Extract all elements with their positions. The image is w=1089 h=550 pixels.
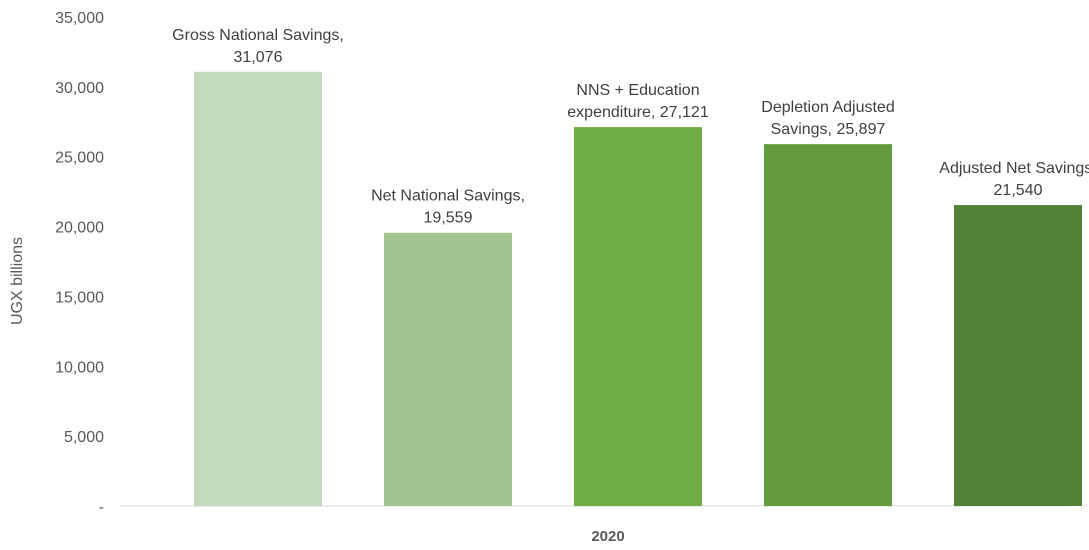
bar-net-national-savings [384, 232, 512, 506]
bar-adjusted-net-savings [954, 205, 1082, 507]
y-tick-label: 30,000 [55, 80, 104, 97]
y-axis-ticks: - 5,000 10,000 15,000 20,000 25,000 30,000 35,0… [55, 10, 104, 516]
x-axis-category-label: 2020 [591, 528, 624, 545]
bar-data-label: 31,076 [234, 49, 283, 66]
y-tick-label: 10,000 [55, 359, 104, 376]
y-axis-title: UGX billions [9, 237, 26, 325]
bar-data-label: Savings, 25,897 [771, 121, 886, 138]
bar-data-label: Adjusted Net Savings, [939, 160, 1089, 177]
y-tick-label: 35,000 [55, 10, 104, 27]
y-tick-label: 25,000 [55, 150, 104, 167]
y-tick-label: 5,000 [64, 429, 104, 446]
bar-data-label: 21,540 [994, 182, 1043, 199]
bars [194, 71, 1082, 507]
bar-nns-education-expenditure [574, 127, 702, 507]
y-tick-label: 20,000 [55, 220, 104, 237]
y-tick-label: 15,000 [55, 289, 104, 306]
y-tick-label: - [99, 499, 104, 516]
bar-gross-national-savings [194, 71, 322, 506]
bar-data-label: Net National Savings, [371, 188, 525, 205]
data-labels: Gross National Savings, 31,076 Net Nationa… [172, 27, 1089, 227]
bar-data-label: 19,559 [424, 210, 473, 227]
bar-data-label: expenditure, 27,121 [567, 104, 709, 121]
bar-data-label: NNS + Education [576, 82, 699, 99]
bar-data-label: Depletion Adjusted [761, 99, 894, 116]
bar-depletion-adjusted-savings [764, 144, 892, 506]
bar-data-label: Gross National Savings, [172, 27, 344, 44]
